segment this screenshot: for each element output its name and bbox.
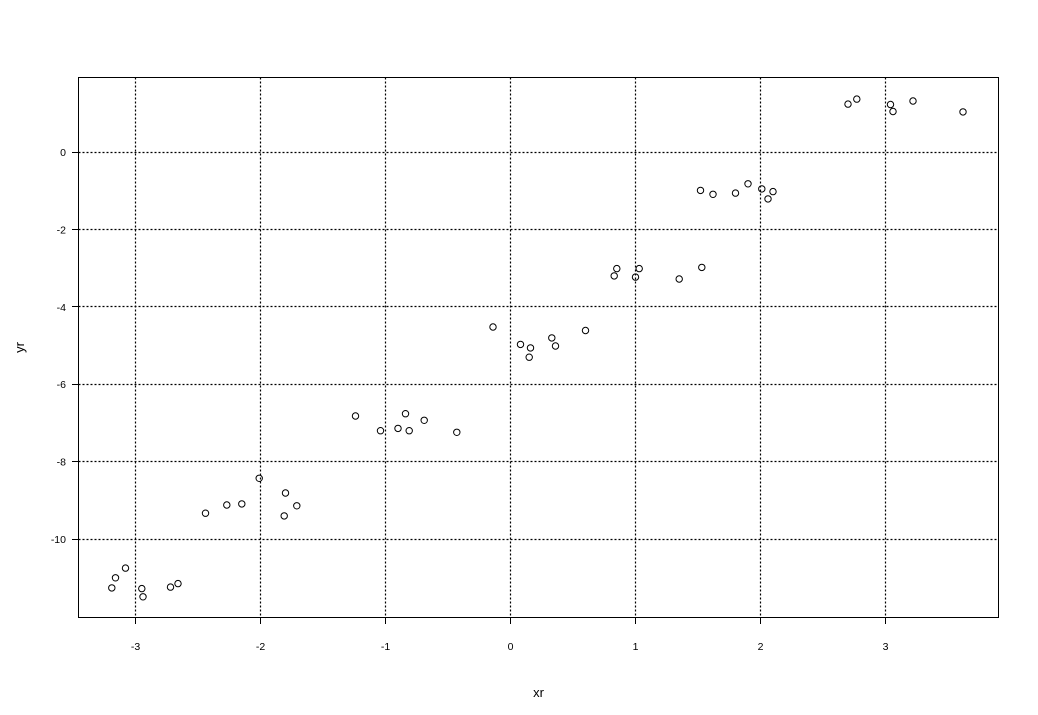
svg-text:-6: -6 bbox=[57, 379, 66, 391]
svg-text:2: 2 bbox=[758, 641, 764, 653]
svg-text:3: 3 bbox=[883, 641, 889, 653]
svg-text:-4: -4 bbox=[57, 302, 66, 314]
svg-text:1: 1 bbox=[633, 641, 639, 653]
svg-text:0: 0 bbox=[60, 147, 66, 159]
svg-text:0: 0 bbox=[508, 641, 514, 653]
svg-text:-1: -1 bbox=[381, 641, 390, 653]
svg-text:-8: -8 bbox=[57, 457, 66, 469]
svg-text:xr: xr bbox=[533, 685, 545, 700]
svg-text:-10: -10 bbox=[51, 534, 66, 546]
svg-text:yr: yr bbox=[12, 341, 27, 353]
svg-text:-2: -2 bbox=[256, 641, 265, 653]
svg-text:-3: -3 bbox=[131, 641, 140, 653]
svg-text:-2: -2 bbox=[57, 224, 66, 236]
